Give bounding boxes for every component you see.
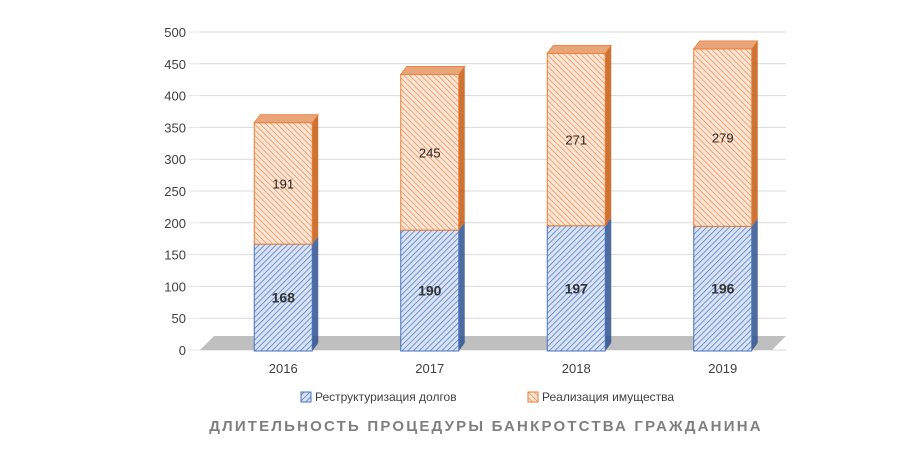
bar-side	[751, 40, 758, 227]
bar-restructuring	[400, 229, 460, 352]
x-tick-label: 2017	[415, 361, 444, 376]
y-tick-label: 300	[164, 152, 186, 167]
y-tick-label: 150	[164, 248, 186, 263]
legend-swatch-restructuring	[300, 391, 312, 403]
y-tick-label: 100	[164, 279, 186, 294]
bars: 168 191 190 245 197 271 196 279	[253, 40, 759, 352]
bar-side	[312, 236, 319, 351]
x-tick-label: 2019	[708, 361, 737, 376]
bar-realization	[400, 73, 460, 231]
data-label-realization: 279	[712, 131, 734, 146]
data-label-realization: 191	[272, 176, 294, 191]
bar-side	[751, 218, 758, 351]
x-tick-label: 2018	[562, 361, 591, 376]
y-tick-label: 50	[172, 311, 186, 326]
chart-title: ДЛИТЕЛЬНОСТЬ ПРОЦЕДУРЫ БАНКРОТСТВА ГРАЖД…	[209, 418, 763, 435]
legend-label-realization: Реализация имущества	[542, 390, 674, 404]
y-tick-label: 200	[164, 216, 186, 231]
chart-floor	[200, 336, 786, 350]
data-label-restructuring: 197	[565, 280, 589, 296]
bar-side	[458, 222, 465, 351]
legend: Реструктуризация долгов Реализация имуще…	[300, 390, 674, 404]
y-tick-label: 250	[164, 184, 186, 199]
data-label-restructuring: 196	[711, 281, 735, 297]
bar-realization	[253, 122, 313, 245]
bar-restructuring	[693, 225, 753, 352]
bar-restructuring	[253, 243, 313, 352]
bar-top	[546, 44, 613, 54]
bar-top	[399, 65, 466, 75]
y-tick-label: 400	[164, 89, 186, 104]
y-tick-label: 350	[164, 120, 186, 135]
data-label-restructuring: 190	[418, 283, 442, 299]
bar-side	[605, 45, 612, 226]
bar-top	[692, 40, 759, 50]
legend-swatch-realization	[527, 391, 539, 403]
x-tick-label: 2016	[269, 361, 298, 376]
legend-label-restructuring: Реструктуризация долгов	[315, 390, 457, 404]
bar-side	[312, 114, 319, 245]
data-label-realization: 271	[565, 133, 587, 148]
y-tick-label: 0	[179, 343, 186, 358]
data-label-restructuring: 168	[272, 290, 296, 306]
y-tick-label: 500	[164, 25, 186, 40]
bar-side	[458, 66, 465, 231]
floor-plane	[200, 336, 786, 350]
bar-top	[253, 114, 320, 124]
y-tick-label: 450	[164, 57, 186, 72]
bar-side	[605, 217, 612, 351]
bar-realization	[546, 52, 606, 227]
bar-realization	[693, 48, 753, 227]
x-axis: 2016 2017 2018 2019	[269, 361, 737, 376]
data-label-realization: 245	[419, 145, 441, 160]
y-axis: 0 50 100 150 200 250 300 350 400 450 500	[164, 25, 186, 358]
